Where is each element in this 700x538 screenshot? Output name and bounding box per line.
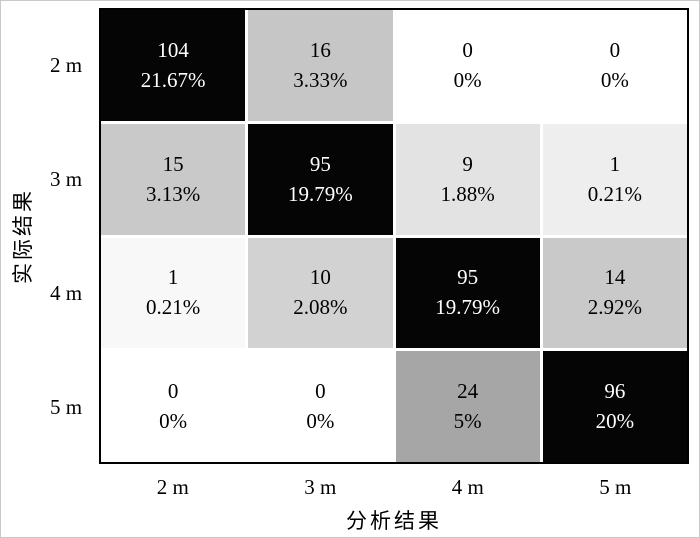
matrix-cell: 16 3.33% [248, 10, 393, 121]
cell-percent: 0% [453, 67, 482, 92]
cell-count: 96 [604, 379, 626, 404]
cell-percent: 0% [306, 409, 335, 434]
matrix-cell: 9 1.88% [395, 123, 540, 235]
cell-percent: 0% [600, 67, 629, 92]
matrix-cell: 1 0.21% [542, 123, 687, 235]
matrix-cell: 0 0% [395, 10, 540, 121]
matrix-cell: 1 0.21% [101, 237, 246, 349]
cell-percent: 5% [453, 409, 482, 434]
y-tick-4m: 4 m [49, 280, 83, 305]
cell-percent: 3.13% [146, 181, 201, 206]
x-tick-5m: 5 m [599, 475, 632, 499]
matrix-cell: 15 3.13% [101, 123, 246, 235]
matrix-cell: 24 5% [395, 351, 540, 462]
y-axis-label-container: 实际结果 [5, 8, 39, 464]
cell-count: 95 [457, 265, 479, 290]
cell-percent: 3.33% [293, 67, 348, 92]
cell-count: 0 [315, 379, 326, 404]
cell-count: 0 [167, 379, 179, 404]
y-axis-label: 实际结果 [11, 188, 35, 284]
cell-count: 9 [462, 151, 473, 176]
cell-count: 1 [609, 151, 621, 176]
cell-percent: 19.79% [288, 181, 353, 206]
y-tick-2m: 2 m [49, 52, 83, 77]
cell-count: 16 [309, 37, 331, 62]
cell-percent: 21.67% [140, 67, 206, 92]
cell-percent: 0% [159, 409, 188, 434]
matrix-cell: 95 19.79% [395, 237, 540, 349]
cell-count: 0 [609, 37, 621, 62]
x-tick-4m: 4 m [451, 475, 484, 499]
matrix-cell: 96 20% [542, 351, 687, 462]
cell-percent: 19.79% [435, 295, 500, 320]
matrix-cell: 0 0% [101, 351, 246, 462]
cell-count: 104 [157, 37, 189, 62]
matrix-cell: 95 19.79% [248, 123, 393, 235]
cell-percent: 2.08% [293, 295, 348, 320]
cell-count: 10 [309, 265, 331, 290]
cell-count: 0 [462, 37, 473, 62]
y-tick-3m: 3 m [49, 166, 83, 191]
x-axis-tick-labels: 2 m 3 m 4 m 5 m [99, 464, 689, 500]
cell-percent: 1.88% [440, 181, 495, 206]
cell-count: 24 [457, 379, 479, 404]
cell-percent: 0.21% [146, 295, 201, 320]
matrix-cell: 0 0% [248, 351, 393, 462]
cell-count: 95 [309, 151, 331, 176]
x-tick-3m: 3 m [304, 475, 337, 499]
cell-percent: 20% [595, 409, 635, 434]
cell-count: 14 [604, 265, 626, 290]
x-tick-2m: 2 m [156, 475, 189, 499]
confusion-matrix-grid: 104 21.67% 16 3.33% 0 0% 0 0% 15 3.13% 9… [99, 8, 689, 464]
x-axis-label-container: 分析结果 [99, 500, 689, 536]
matrix-cell: 0 0% [542, 10, 687, 121]
y-axis-tick-labels: 2 m 3 m 4 m 5 m [39, 8, 99, 464]
cell-percent: 0.21% [587, 181, 642, 206]
chart-layout: 实际结果 2 m 3 m 4 m 5 m 104 21.67% 16 3.33%… [5, 8, 689, 536]
cell-percent: 2.92% [587, 295, 642, 320]
cell-count: 1 [167, 265, 179, 290]
matrix-cell: 10 2.08% [248, 237, 393, 349]
x-axis-label: 分析结果 [346, 509, 442, 533]
matrix-cell: 104 21.67% [101, 10, 246, 121]
y-tick-5m: 5 m [49, 394, 83, 419]
matrix-cell: 14 2.92% [542, 237, 687, 349]
cell-count: 15 [162, 151, 184, 176]
